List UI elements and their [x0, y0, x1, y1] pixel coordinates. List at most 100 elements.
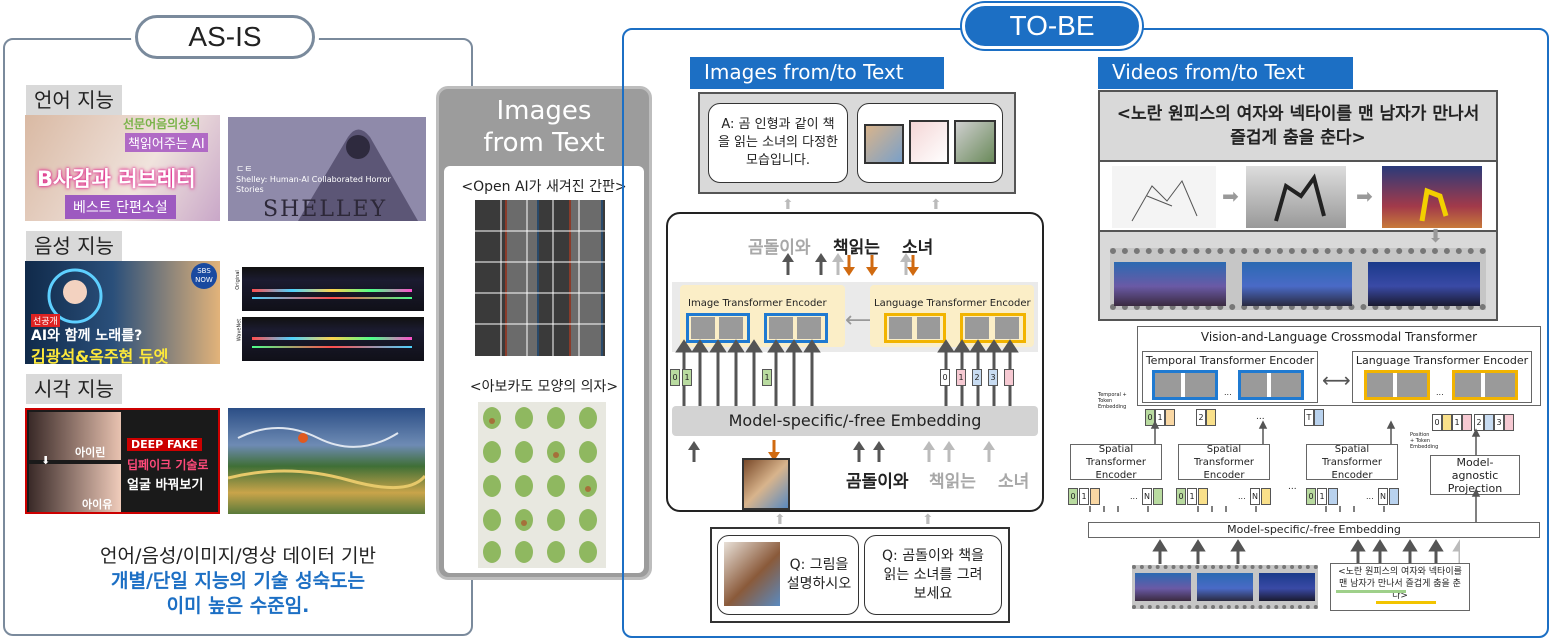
spatial-token: 0 [1068, 488, 1078, 505]
film-frame-1 [1114, 262, 1226, 306]
position-token: 2 [972, 369, 982, 386]
arrow-right-icon: ➡ [1222, 184, 1239, 208]
language-token-cell [884, 313, 946, 343]
summary-line-3: 이미 높은 수준임. [166, 595, 310, 617]
generated-image-2 [909, 120, 949, 164]
lang-token-2b [1484, 414, 1494, 431]
generated-images-box [857, 103, 1003, 183]
spatial-encoder-3: Spatial Transformer Encoder [1306, 444, 1398, 481]
language-thumb2-caption: Shelley: Human-AI Collaborated Horror St… [236, 175, 391, 194]
vision-thumb1-name2: 아이유 [82, 498, 113, 511]
spatial-token: 0 [1306, 488, 1316, 505]
lang-token-3b [1504, 414, 1514, 431]
spectrogram-original [242, 267, 424, 311]
vision-painting [228, 408, 425, 514]
input-film-frame-1 [1135, 573, 1191, 601]
spatial-dots: ... [1366, 492, 1374, 501]
input-film-frame-3 [1259, 573, 1315, 601]
openai-sign-grid [475, 200, 605, 356]
language-dots: ... [1436, 388, 1444, 397]
language-token-fill [995, 317, 1019, 339]
input-film-frame-2 [1197, 573, 1253, 601]
position-token: 0 [670, 369, 680, 386]
top-word-2: 책읽는 [833, 238, 880, 258]
video-connectors [1089, 420, 1481, 522]
temporal-token-1: 1 [1155, 409, 1165, 426]
spatial-token: 0 [1176, 488, 1186, 505]
sketch-frame-1 [1112, 166, 1216, 228]
lang-token-3: 3 [1494, 414, 1504, 431]
top-word-3: 소녀 [902, 238, 934, 258]
spatial-token-n: N [1378, 488, 1388, 505]
language-thumb1-mid: 책읽어주는 AI [125, 133, 208, 152]
bidirectional-arrow-icon: ⟷ [1322, 368, 1351, 392]
bw-dancers [1274, 173, 1326, 222]
spatial-encoder-2: Spatial Transformer Encoder [1178, 444, 1270, 481]
spatial-token: 1 [1317, 488, 1327, 505]
language-thumb2-word: SHELLEY [263, 197, 388, 221]
avocado-chair-grid [478, 402, 606, 568]
videos-tab: Videos from/to Text [1098, 57, 1353, 89]
embedding2-bar: Model-specific/-free Embedding [1088, 522, 1540, 538]
arrow-right-icon: ➡ [1356, 184, 1373, 208]
language-token-group [1364, 370, 1430, 400]
voice-thumb1-tag: 선공개 [31, 314, 60, 327]
top-word-1: 곰돌이와 [748, 238, 811, 258]
face-image-2 [29, 464, 121, 512]
spectrogram-original-label: Original [234, 270, 241, 290]
spatial-token [1090, 488, 1100, 505]
question-2-box: Q: 곰돌이와 책을 읽는 소녀를 그려보세요 [864, 535, 1002, 615]
input-image [742, 458, 790, 510]
voice-thumb1-line2: 김광석&옥주현 듀엣 [31, 347, 169, 364]
spotlight-ring-icon [47, 268, 103, 324]
temporal-embed-label: Temporal + Token Embedding [1098, 392, 1127, 410]
color-dancers [1419, 187, 1449, 222]
video-input-arrows [1152, 539, 1460, 564]
language-thumbnail-1: 선문어음의상식 책읽어주는 AI B사감과 러브레터 베스트 단편소설 [25, 115, 220, 221]
language-thumbnail-2: ㄷㅌ Shelley: Human-AI Collaborated Horror… [228, 117, 426, 221]
position-token: 1 [762, 369, 772, 386]
language-token-fill [917, 317, 940, 339]
video-caption: <노란 원피스의 여자와 넥타이를 맨 남자가 만나서 즐겁게 춤을 춘다> [1116, 104, 1480, 148]
bottom-word-3: 소녀 [998, 472, 1030, 492]
temporal-dots: ... [1224, 388, 1232, 397]
generated-image-3 [954, 120, 996, 164]
avocado-tiles [483, 407, 597, 563]
temporal-token-t: T [1304, 409, 1314, 426]
image-encoder-label: Image Transformer Encoder [688, 298, 827, 309]
section-label-language: 언어 지능 [26, 85, 122, 115]
generated-image-1 [864, 124, 904, 164]
language-thumb1-top: 선문어음의상식 [123, 117, 201, 131]
spatial-token [1261, 488, 1271, 505]
position-token: 3 [988, 369, 998, 386]
color-frame [1382, 166, 1482, 228]
voice-thumb1-line1: AI와 함께 노래를? [31, 328, 143, 344]
middle-title-line2: from Text [483, 128, 605, 158]
caption-highlight-1 [1336, 590, 1406, 593]
position-token: 1 [956, 369, 966, 386]
language-token-group [1452, 370, 1518, 400]
film-frame-2 [1242, 262, 1352, 306]
arrow-up-icon: ⬆ [922, 512, 934, 528]
top-arrows [782, 253, 919, 276]
image-token-cell [764, 313, 828, 343]
tobe-title: TO-BE [962, 3, 1142, 49]
voice-thumbnail-1: SBS NOW 선공개 AI와 함께 노래를? 김광석&옥주현 듀엣 [25, 261, 220, 364]
asis-title: AS-IS [135, 15, 315, 59]
spatial-token: 1 [1079, 488, 1089, 505]
temporal-token-group [1152, 370, 1218, 400]
temporal-token-group [1238, 370, 1304, 400]
lang-token-2: 2 [1474, 414, 1484, 431]
bottom-word-2: 책읽는 [929, 472, 976, 492]
shelley-illustration [298, 129, 418, 221]
language-thumb1-bottom: 베스트 단편소설 [65, 195, 176, 219]
language-encoder2-label: Language Transformer Encoder [1355, 354, 1529, 367]
language-thumb1-main: B사감과 러브레터 [37, 167, 196, 191]
spatial-dots: ... [1130, 492, 1138, 501]
image-token-fill [691, 317, 715, 339]
temporal-token-2b [1206, 409, 1216, 426]
down-arrow-icon: ⬇ [41, 454, 51, 467]
section-label-voice: 음성 지능 [26, 231, 122, 261]
temporal-row-dots: ... [1256, 412, 1265, 422]
spatial-token-n: N [1250, 488, 1260, 505]
